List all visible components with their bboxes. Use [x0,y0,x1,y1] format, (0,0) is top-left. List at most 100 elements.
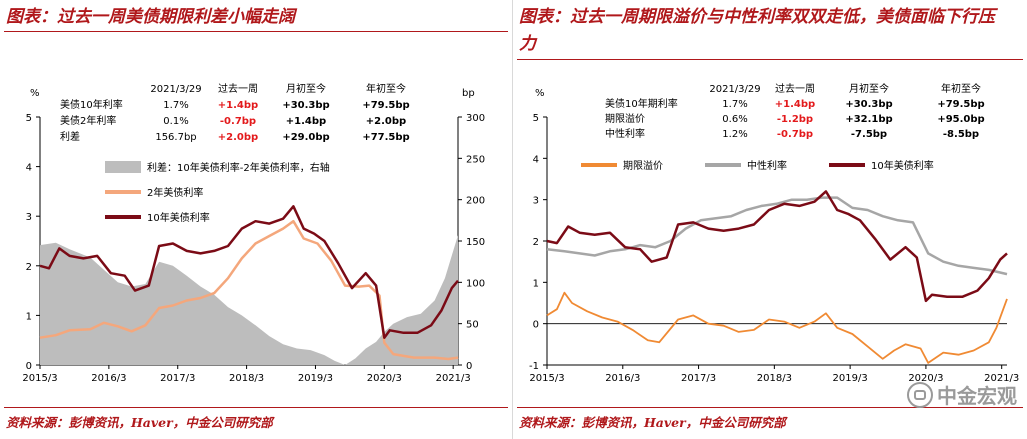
table-cell: +79.5bp [937,99,984,110]
right-source-note: 资料来源：彭博资讯，Haver，中金公司研究部 [519,415,786,430]
table-cell: -7.5bp [851,129,887,140]
table-cell: -0.7bp [777,129,813,140]
table-row-label: 美债10年利率 [60,98,123,111]
table-header: 年初至今 [366,82,406,95]
right-chart: -1 0 1 2 3 4 5% 2015/3 2016/3 2017/3 2018/3 2019/3 2… [529,82,1019,384]
legend-swatch [105,161,141,173]
right-source-rule [517,407,1023,408]
table-cell: +2.0bp [366,116,406,127]
x-tick-label: 2021/3 [436,373,471,384]
y-tick-label: 1 [533,278,539,289]
table-row-label: 期限溢价 [605,112,645,125]
series-area-spread [40,235,458,365]
left-title-rule [4,31,508,32]
x-tick-label: 2016/3 [91,373,126,384]
table-cell: +1.4bp [775,99,815,110]
y-tick-label-right: 200 [466,196,485,207]
y-tick-label: 3 [533,196,539,207]
series-line-neutral-rate [546,196,1008,276]
left-source-note: 资料来源：彭博资讯，Haver，中金公司研究部 [6,415,273,430]
table-cell: -8.5bp [943,129,979,140]
y-unit: % [535,88,545,99]
table-cell: +29.0bp [282,132,329,143]
y-tick-label-left: 0 [26,361,32,372]
table-cell: 1.7% [722,99,747,110]
y-tick-label: -1 [529,361,539,372]
table-cell: 156.7bp [155,132,196,143]
x-tick-label: 2018/3 [757,373,792,384]
x-tick-label: 2020/3 [367,373,402,384]
table-header: 年初至今 [941,82,981,95]
table-cell: 0.1% [163,116,188,127]
y-tick-label-right: 50 [466,320,479,331]
table-cell: +1.4bp [286,116,326,127]
left-chart-title: 图表：过去一周美债期限利差小幅走阔 [6,7,295,27]
table-row-label: 中性利率 [605,127,645,140]
series-line-10y [546,190,1008,303]
right-title-rule [517,59,1023,60]
table-cell: +79.5bp [362,100,409,111]
left-chart-panel: 图表：过去一周美债期限利差小幅走阔 0 1 2 3 4 5 0 50 100 150 200 250 3… [0,0,512,439]
y-tick-label-right: 0 [466,361,472,372]
legend-label: 10年美债利率 [147,211,210,224]
y-unit-left: % [30,88,40,99]
table-row-label: 美债10年期利率 [605,97,678,110]
table-cell: 0.6% [722,114,747,125]
y-tick-label: 2 [533,237,539,248]
y-tick-label-right: 300 [466,113,485,124]
watermark-text: 中金宏观 [937,384,1017,408]
series-line-term-premium [546,291,1008,364]
table-header: 过去一周 [218,82,258,95]
legend-label: 10年美债利率 [871,159,934,172]
y-tick-label: 4 [533,154,539,165]
y-tick-label-left: 1 [26,311,32,322]
legend-label: 利差：10年美债利率-2年美债利率，右轴 [147,161,330,174]
legend-label: 2年美债利率 [147,186,203,199]
x-tick-label: 2018/3 [229,373,264,384]
table-cell: +30.3bp [282,100,329,111]
table-cell: +1.4bp [218,100,258,111]
x-tick-label: 2015/3 [22,373,57,384]
x-tick-label: 2021/3 [984,373,1019,384]
watermark: 中金宏观 [907,380,1017,409]
table-cell: +77.5bp [362,132,409,143]
x-tick-label: 2016/3 [605,373,640,384]
table-cell: -0.7bp [220,116,256,127]
table-header: 月初至今 [286,82,326,95]
y-tick-label-left: 2 [26,262,32,273]
table-cell: +30.3bp [845,99,892,110]
table-header: 过去一周 [775,82,815,95]
wechat-logo-icon [907,381,933,408]
table-cell: +95.0bp [937,114,984,125]
x-tick-label: 2017/3 [160,373,195,384]
left-source-rule [4,407,508,408]
right-chart-title: 图表：过去一周期限溢价与中性利率双双走低，美债面临下行压力 [519,7,995,54]
y-tick-label-right: 250 [466,154,485,165]
table-cell: +2.0bp [218,132,258,143]
x-tick-label: 2017/3 [681,373,716,384]
right-chart-panel: 图表：过去一周期限溢价与中性利率双双走低，美债面临下行压力 -1 0 1 2 3 4 5% 2… [513,0,1027,439]
y-tick-label-right: 150 [466,237,485,248]
series-line-10y [39,205,459,339]
y-tick-label-left: 3 [26,212,32,223]
y-tick-label: 5 [533,113,539,124]
x-tick-label: 2019/3 [833,373,868,384]
y-unit-right: bp [462,88,475,99]
table-row-label: 利差 [60,130,80,143]
legend-label: 期限溢价 [623,159,663,172]
panel-divider [512,0,513,439]
table-header: 2021/3/29 [150,84,201,95]
x-tick-label: 2019/3 [298,373,333,384]
x-tick-label: 2020/3 [908,373,943,384]
table-cell: 1.2% [722,129,747,140]
y-tick-label: 0 [533,320,539,331]
table-cell: +32.1bp [845,114,892,125]
legend-label: 中性利率 [747,159,787,172]
y-tick-label-left: 4 [26,163,32,174]
table-cell: 1.7% [163,100,188,111]
table-header: 月初至今 [849,82,889,95]
table-row-label: 美债2年利率 [60,114,116,127]
table-header: 2021/3/29 [709,84,760,95]
y-tick-label-right: 100 [466,278,485,289]
